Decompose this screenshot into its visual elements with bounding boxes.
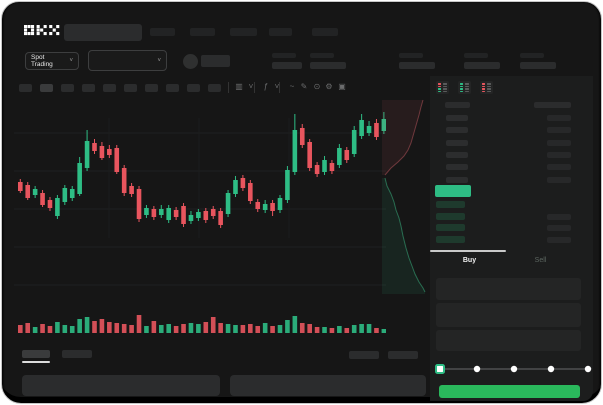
ask-price[interactable] xyxy=(446,176,468,183)
nav-item[interactable] xyxy=(150,28,175,36)
chevron-down-icon: ˅ xyxy=(157,57,161,64)
nav-item[interactable] xyxy=(230,28,257,36)
slider-stop[interactable] xyxy=(510,365,518,373)
bid-amount[interactable] xyxy=(547,213,571,220)
book-view-both[interactable] xyxy=(436,81,449,94)
candlestick-chart[interactable] xyxy=(14,98,386,338)
toolbar-divider xyxy=(254,82,255,93)
ask-amount[interactable] xyxy=(547,176,571,183)
bid-price[interactable] xyxy=(436,236,465,244)
bid-amount[interactable] xyxy=(547,225,571,232)
order-input-field[interactable] xyxy=(436,278,581,300)
indicator-icon[interactable]: ƒ xyxy=(263,82,269,91)
nav-item[interactable] xyxy=(312,28,338,36)
timeframe-button[interactable] xyxy=(124,84,137,92)
chart-tab[interactable] xyxy=(62,350,92,358)
timeframe-button[interactable] xyxy=(145,84,158,92)
tab-sell[interactable]: Sell xyxy=(534,257,547,264)
order-input-field[interactable] xyxy=(436,303,581,327)
stat-value xyxy=(272,62,302,69)
settings-gear-icon[interactable]: ⚙ xyxy=(325,82,333,91)
timeframe-button[interactable] xyxy=(61,84,74,92)
nav-item[interactable] xyxy=(190,28,215,36)
bid-price[interactable] xyxy=(436,201,465,208)
slider-stop[interactable] xyxy=(547,365,555,373)
avatar[interactable] xyxy=(183,54,198,69)
timeframe-button[interactable] xyxy=(19,84,32,92)
fullscreen-icon[interactable]: ▣ xyxy=(338,82,346,91)
ask-amount[interactable] xyxy=(547,115,571,121)
timeframe-button[interactable] xyxy=(166,84,179,92)
market-type-label: Spot Trading xyxy=(31,54,53,68)
chart-tab-underline xyxy=(22,361,50,363)
footer-panel[interactable] xyxy=(230,375,426,396)
buy-button[interactable] xyxy=(439,385,580,398)
stat-label xyxy=(310,53,334,58)
stat-value xyxy=(464,62,500,69)
active-tab-indicator xyxy=(430,250,506,252)
amount-slider[interactable] xyxy=(432,360,597,378)
candle-style-icon[interactable]: ▥ xyxy=(235,82,243,91)
last-price-highlight[interactable] xyxy=(435,185,471,197)
ask-price[interactable] xyxy=(446,139,468,146)
orderbook-col-header xyxy=(445,102,470,108)
camera-icon[interactable]: ⊙ xyxy=(313,82,321,91)
ask-price[interactable] xyxy=(446,151,468,158)
chevron-down-icon[interactable]: ˅ xyxy=(248,82,254,91)
timeframe-button[interactable] xyxy=(187,84,200,92)
draw-icon[interactable]: ✎ xyxy=(300,82,308,91)
timeframe-button-active[interactable] xyxy=(40,84,53,92)
stat-value xyxy=(520,62,556,69)
pair-selector-dropdown[interactable]: ˅ xyxy=(88,50,167,71)
bid-price[interactable] xyxy=(436,212,465,220)
timeframe-button[interactable] xyxy=(82,84,95,92)
ask-price[interactable] xyxy=(446,127,468,134)
stat-label xyxy=(272,53,296,58)
bid-amount[interactable] xyxy=(547,237,571,244)
ask-amount[interactable] xyxy=(547,139,571,146)
nav-item[interactable] xyxy=(269,28,292,36)
chevron-down-icon[interactable]: ˅ xyxy=(274,82,280,91)
chart-footer-button[interactable] xyxy=(388,351,418,359)
chevron-down-icon: ˅ xyxy=(69,58,73,64)
account-button[interactable] xyxy=(201,55,230,67)
order-input-field[interactable] xyxy=(436,330,581,351)
stat-value xyxy=(310,62,346,69)
ask-price[interactable] xyxy=(446,164,468,171)
timeframe-button[interactable] xyxy=(103,84,116,92)
chart-footer-button[interactable] xyxy=(349,351,379,359)
tab-buy[interactable]: Buy xyxy=(462,257,477,264)
stat-label xyxy=(399,53,423,58)
search-input[interactable] xyxy=(64,24,142,41)
bid-price[interactable] xyxy=(436,224,465,232)
ask-amount[interactable] xyxy=(547,127,571,134)
depth-chart xyxy=(382,99,426,294)
footer-panel[interactable] xyxy=(22,375,220,396)
stat-label xyxy=(520,53,544,58)
ask-amount[interactable] xyxy=(547,164,571,171)
book-view-asks[interactable] xyxy=(480,81,493,94)
timeframe-button[interactable] xyxy=(208,84,221,92)
line-tool-icon[interactable]: ~ xyxy=(289,82,295,91)
stat-label xyxy=(464,53,488,58)
slider-handle[interactable] xyxy=(435,364,445,374)
stat-value xyxy=(399,62,435,69)
market-type-dropdown[interactable]: Spot Trading ˅ xyxy=(25,52,79,70)
toolbar-divider xyxy=(228,82,229,93)
okx-logo xyxy=(24,25,60,36)
toolbar-divider xyxy=(279,82,280,93)
slider-stop[interactable] xyxy=(584,365,592,373)
book-view-bids[interactable] xyxy=(458,81,471,94)
slider-stop[interactable] xyxy=(473,365,481,373)
chart-tab-active[interactable] xyxy=(22,350,50,358)
ask-amount[interactable] xyxy=(547,151,571,158)
orderbook-col-header xyxy=(534,102,571,108)
ask-price[interactable] xyxy=(446,115,468,121)
